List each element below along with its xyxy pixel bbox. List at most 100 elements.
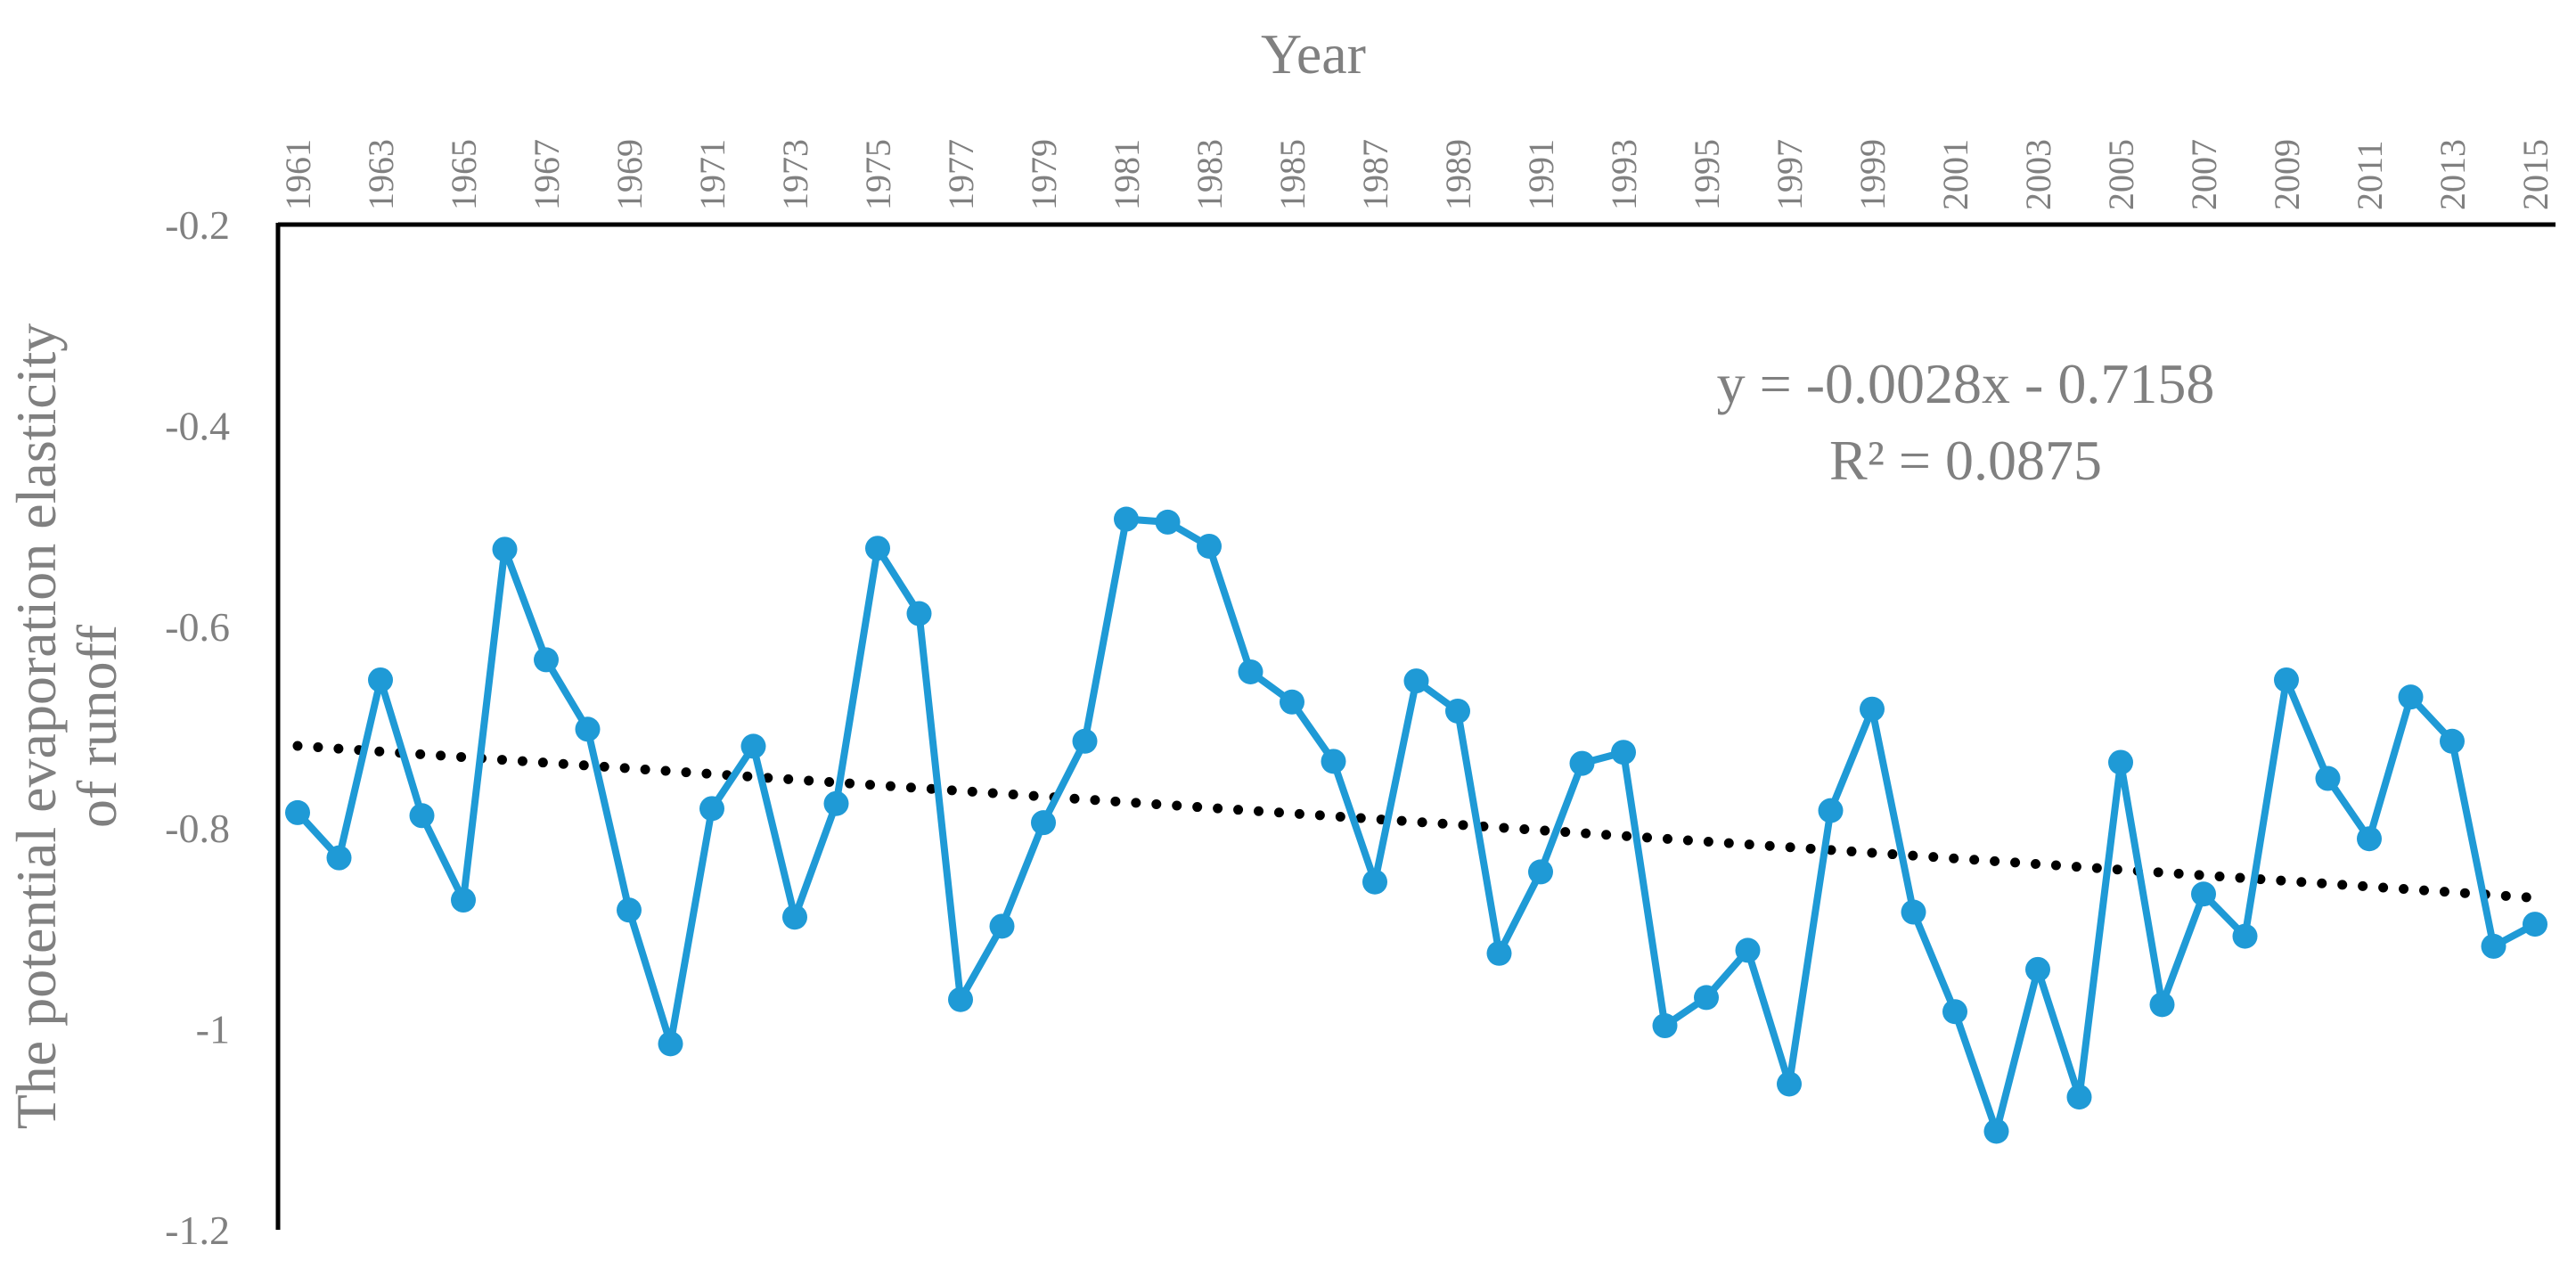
data-point — [534, 647, 559, 673]
data-point — [1031, 810, 1056, 836]
data-point — [2398, 684, 2424, 710]
data-point — [1860, 696, 1885, 722]
data-point — [1486, 940, 1512, 966]
data-point — [1735, 937, 1761, 963]
data-point — [948, 986, 973, 1012]
x-tick-label: 1991 — [1521, 139, 1561, 210]
y-tick-label: -1.2 — [165, 1207, 230, 1253]
data-point — [575, 716, 601, 742]
y-tick-label: -1 — [196, 1006, 230, 1052]
y-axis-tick-labels: -0.2 -0.4 -0.6 -0.8 -1 -1.2 — [165, 202, 230, 1253]
data-point — [2440, 728, 2465, 754]
data-point — [658, 1031, 683, 1057]
data-point — [2232, 923, 2258, 949]
data-point — [2523, 912, 2547, 937]
data-point — [989, 913, 1015, 939]
x-tick-label: 2007 — [2184, 139, 2224, 210]
x-tick-label: 2011 — [2350, 140, 2390, 210]
data-point — [368, 667, 393, 692]
x-tick-label: 2001 — [1935, 139, 1975, 210]
data-point — [2481, 933, 2506, 959]
data-point — [451, 888, 476, 913]
x-tick-label: 1967 — [527, 139, 567, 210]
data-point — [1155, 509, 1181, 535]
data-point — [1280, 689, 1304, 715]
trendline — [292, 741, 2540, 904]
x-tick-label: 2003 — [2018, 139, 2058, 210]
data-point — [2357, 826, 2382, 852]
y-tick-label: -0.4 — [165, 404, 230, 449]
data-point — [2191, 881, 2216, 907]
data-point — [285, 799, 310, 825]
x-tick-label: 1971 — [692, 139, 732, 210]
x-tick-label: 1993 — [1604, 139, 1644, 210]
x-axis-tick-labels: 1961 1963 1965 1967 1969 1971 1973 1975 1977 1979… — [278, 139, 2556, 210]
x-tick-label: 2015 — [2515, 139, 2556, 210]
data-point — [1777, 1071, 1802, 1097]
data-point — [1983, 1118, 2009, 1144]
y-tick-label: -0.8 — [165, 806, 230, 851]
data-point — [823, 790, 849, 816]
x-tick-label: 1979 — [1024, 139, 1064, 210]
x-tick-label: 1965 — [444, 139, 484, 210]
trend-equation: y = -0.0028x - 0.7158 — [1717, 352, 2215, 415]
x-tick-label: 1977 — [941, 139, 981, 210]
data-point — [2066, 1085, 2092, 1110]
data-point — [1528, 859, 1553, 885]
data-point — [1652, 1013, 1678, 1039]
data-point — [1569, 750, 1595, 776]
x-tick-label: 2013 — [2433, 139, 2473, 210]
data-point — [699, 796, 724, 822]
x-tick-label: 1963 — [361, 139, 401, 210]
data-point — [1403, 668, 1429, 694]
data-point — [409, 803, 435, 829]
data-point — [2274, 667, 2299, 692]
y-tick-label: -0.2 — [165, 202, 230, 248]
x-tick-label: 1961 — [278, 139, 318, 210]
data-point — [326, 845, 352, 871]
y-axis-title: The potential evaporation elasticity of … — [4, 323, 128, 1130]
data-point — [1362, 869, 1387, 895]
data-point — [906, 601, 932, 626]
x-tick-label: 1985 — [1272, 139, 1313, 210]
data-point — [1694, 985, 1719, 1011]
x-tick-label: 1995 — [1687, 139, 1727, 210]
x-tick-label: 2005 — [2101, 139, 2141, 210]
data-point — [865, 536, 890, 561]
data-series — [285, 506, 2547, 1144]
data-point — [1072, 728, 1098, 754]
data-point — [1197, 533, 1222, 559]
x-tick-label: 1987 — [1355, 139, 1395, 210]
data-point — [1901, 899, 1926, 925]
data-point — [2025, 956, 2050, 982]
x-axis-title: Year — [1261, 22, 1366, 86]
data-point — [1238, 659, 1263, 684]
svg-text:of runoff: of runoff — [65, 624, 128, 828]
x-tick-label: 1989 — [1438, 139, 1478, 210]
x-tick-label: 1981 — [1107, 139, 1147, 210]
data-point — [1611, 740, 1636, 765]
data-point — [2149, 992, 2175, 1018]
data-point — [1942, 999, 1967, 1025]
data-point — [1114, 506, 1139, 532]
y-tick-label: -0.6 — [165, 604, 230, 650]
x-tick-label: 1969 — [609, 139, 650, 210]
x-tick-label: 1973 — [775, 139, 815, 210]
data-point — [1445, 698, 1470, 724]
x-tick-label: 1975 — [858, 139, 898, 210]
data-point — [2108, 749, 2133, 775]
data-point — [492, 536, 518, 562]
data-point — [617, 897, 642, 923]
x-tick-label: 1997 — [1770, 139, 1810, 210]
x-tick-label: 1983 — [1190, 139, 1230, 210]
r-squared: R² = 0.0875 — [1829, 429, 2102, 492]
data-point — [1321, 749, 1346, 774]
data-point — [2315, 765, 2341, 791]
series-line — [294, 515, 2539, 1135]
data-point — [782, 905, 807, 930]
svg-text:The potential evaporation elas: The potential evaporation elasticity — [4, 323, 68, 1130]
data-point — [1818, 798, 1844, 823]
x-tick-label: 1999 — [1852, 139, 1893, 210]
x-tick-label: 2009 — [2267, 139, 2307, 210]
